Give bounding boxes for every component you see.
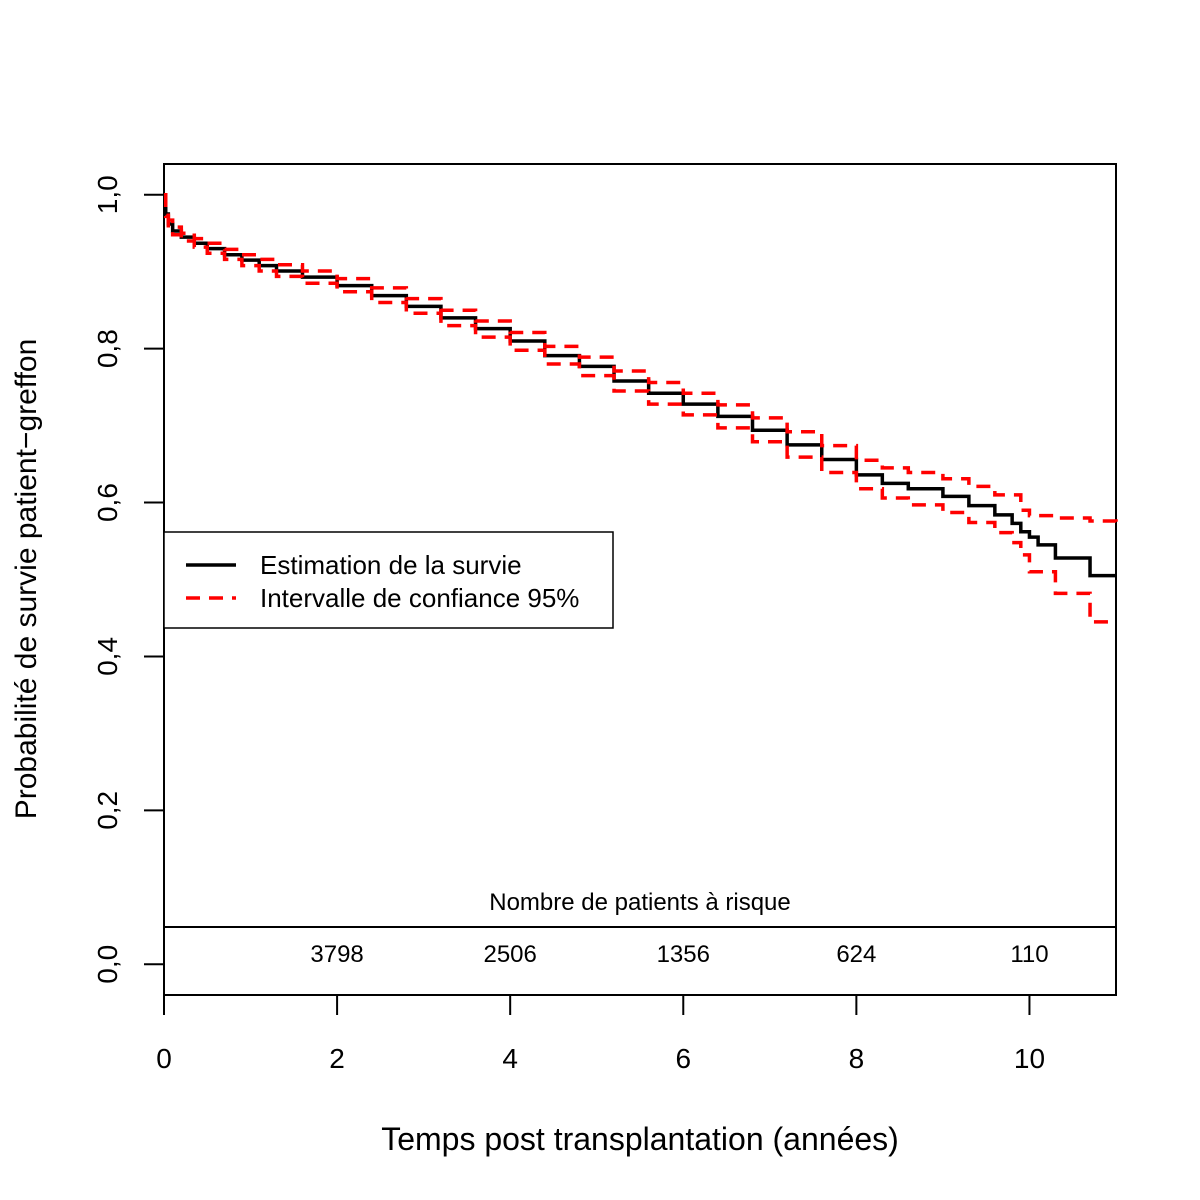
x-tick-label: 4	[502, 1043, 518, 1074]
legend-label-survival: Estimation de la survie	[260, 550, 522, 580]
y-tick-label: 0,4	[92, 637, 123, 676]
series-layer	[163, 193, 1118, 624]
risk-count: 110	[1010, 941, 1048, 968]
y-axis: 0,0 0,2 0,4 0,6 0,8 1,0	[92, 175, 164, 984]
x-tick-label: 0	[156, 1043, 172, 1074]
risk-count: 624	[836, 941, 876, 968]
x-axis-title: Temps post transplantation (années)	[381, 1121, 899, 1157]
y-tick-label: 0,8	[92, 329, 123, 368]
x-tick-label: 2	[329, 1043, 345, 1074]
y-tick-label: 0,2	[92, 791, 123, 830]
ci-upper-curve	[163, 193, 1118, 523]
risk-count: 3798	[310, 941, 363, 968]
survival-curve	[163, 193, 1116, 578]
x-tick-label: 8	[849, 1043, 865, 1074]
x-tick-label: 6	[675, 1043, 691, 1074]
legend-box	[163, 531, 614, 629]
x-tick-label: 10	[1014, 1043, 1045, 1074]
y-tick-label: 1,0	[92, 175, 123, 214]
y-axis-title: Probabilité de survie patient−greffon	[10, 339, 43, 820]
legend: Estimation de la survie Intervalle de co…	[163, 531, 614, 629]
risk-count: 2506	[483, 941, 536, 968]
y-tick-label: 0,0	[92, 945, 123, 984]
risk-table-title: Nombre de patients à risque	[489, 889, 791, 916]
risk-counts: 3798 2506 1356 624 110	[310, 941, 1048, 968]
y-tick-label: 0,6	[92, 483, 123, 522]
risk-count: 1356	[657, 941, 710, 968]
legend-label-ci: Intervalle de confiance 95%	[260, 583, 579, 613]
x-axis: 0 2 4 6 8 10	[156, 995, 1045, 1074]
